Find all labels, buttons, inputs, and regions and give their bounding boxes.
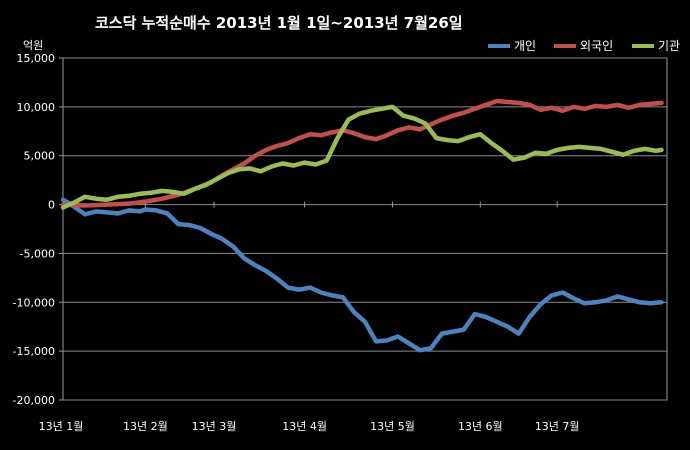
y-tick-label: 0 xyxy=(48,199,55,212)
x-tick-label: 13년 3월 xyxy=(192,420,237,433)
series-line-개인 xyxy=(60,197,664,353)
y-tick-label: -20,000 xyxy=(13,394,55,407)
x-axis-ticks: 13년 1월 13년 2월 13년 3월 13년 4월 13년 5월 13년 6월 13년 … xyxy=(39,201,580,433)
y-tick-label: 10,000 xyxy=(17,101,56,114)
legend-label-개인: 개인 xyxy=(514,39,536,53)
x-tick-label: 13년 5월 xyxy=(370,420,415,433)
plot-area xyxy=(62,57,668,401)
x-tick-label: 13년 2월 xyxy=(123,420,168,433)
y-tick-label: -10,000 xyxy=(13,296,55,309)
x-tick-label: 13년 4월 xyxy=(282,420,327,433)
series-lines xyxy=(60,98,664,353)
legend-label-기관: 기관 xyxy=(658,39,680,53)
y-tick-label: 5,000 xyxy=(24,150,56,163)
x-tick-label: 13년 7월 xyxy=(535,420,580,433)
chart-title: 코스닥 누적순매수 2013년 1월 1일~2013년 7월26일 xyxy=(95,14,463,32)
y-tick-label: -15,000 xyxy=(13,345,55,358)
legend-label-외국인: 외국인 xyxy=(580,39,613,53)
y-tick-label: -5,000 xyxy=(20,247,55,260)
series-line-기관 xyxy=(60,104,664,210)
legend: 개인 외국인 기관 xyxy=(488,39,680,53)
y-axis-ticks: 15,000 10,000 5,000 0 -5,000 -10,000 -15,000 -2… xyxy=(13,52,63,407)
gridlines xyxy=(63,57,667,401)
x-tick-label: 13년 1월 xyxy=(39,420,84,433)
y-axis-unit-label: 억원 xyxy=(23,39,43,52)
x-tick-label: 13년 6월 xyxy=(458,420,503,433)
y-tick-label: 15,000 xyxy=(17,52,56,65)
